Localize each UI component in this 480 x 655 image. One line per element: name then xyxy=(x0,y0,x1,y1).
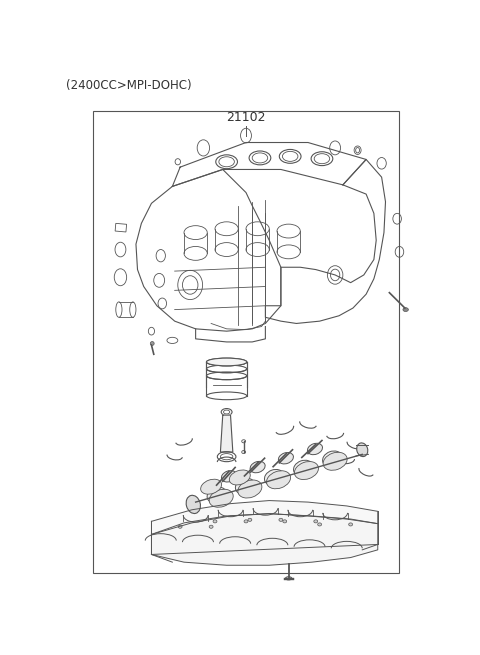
Ellipse shape xyxy=(238,480,262,498)
Ellipse shape xyxy=(348,523,353,526)
Ellipse shape xyxy=(235,478,255,495)
Ellipse shape xyxy=(293,460,313,476)
Ellipse shape xyxy=(201,479,222,494)
Text: (2400CC>MPI-DOHC): (2400CC>MPI-DOHC) xyxy=(66,79,192,92)
Ellipse shape xyxy=(244,520,248,523)
Ellipse shape xyxy=(250,461,265,473)
Ellipse shape xyxy=(221,470,237,482)
Ellipse shape xyxy=(206,358,247,365)
Ellipse shape xyxy=(308,443,323,455)
Ellipse shape xyxy=(403,308,408,312)
Bar xyxy=(115,223,127,232)
Ellipse shape xyxy=(318,523,322,526)
Ellipse shape xyxy=(213,520,217,523)
Ellipse shape xyxy=(229,470,250,485)
Ellipse shape xyxy=(266,471,290,489)
Ellipse shape xyxy=(278,453,293,464)
Ellipse shape xyxy=(207,487,227,503)
Polygon shape xyxy=(152,500,378,534)
Ellipse shape xyxy=(248,518,252,521)
Ellipse shape xyxy=(178,525,182,529)
Ellipse shape xyxy=(294,462,318,479)
Text: 21102: 21102 xyxy=(226,111,266,124)
Ellipse shape xyxy=(209,525,213,529)
Ellipse shape xyxy=(264,470,284,485)
Ellipse shape xyxy=(314,520,318,523)
Ellipse shape xyxy=(279,518,283,521)
Ellipse shape xyxy=(150,341,154,345)
Ellipse shape xyxy=(357,443,368,457)
Bar xyxy=(93,111,399,573)
Polygon shape xyxy=(152,514,378,565)
Ellipse shape xyxy=(283,520,287,523)
Polygon shape xyxy=(220,415,233,452)
Ellipse shape xyxy=(209,489,233,507)
Ellipse shape xyxy=(323,451,342,467)
Ellipse shape xyxy=(323,453,347,470)
Ellipse shape xyxy=(186,495,201,514)
